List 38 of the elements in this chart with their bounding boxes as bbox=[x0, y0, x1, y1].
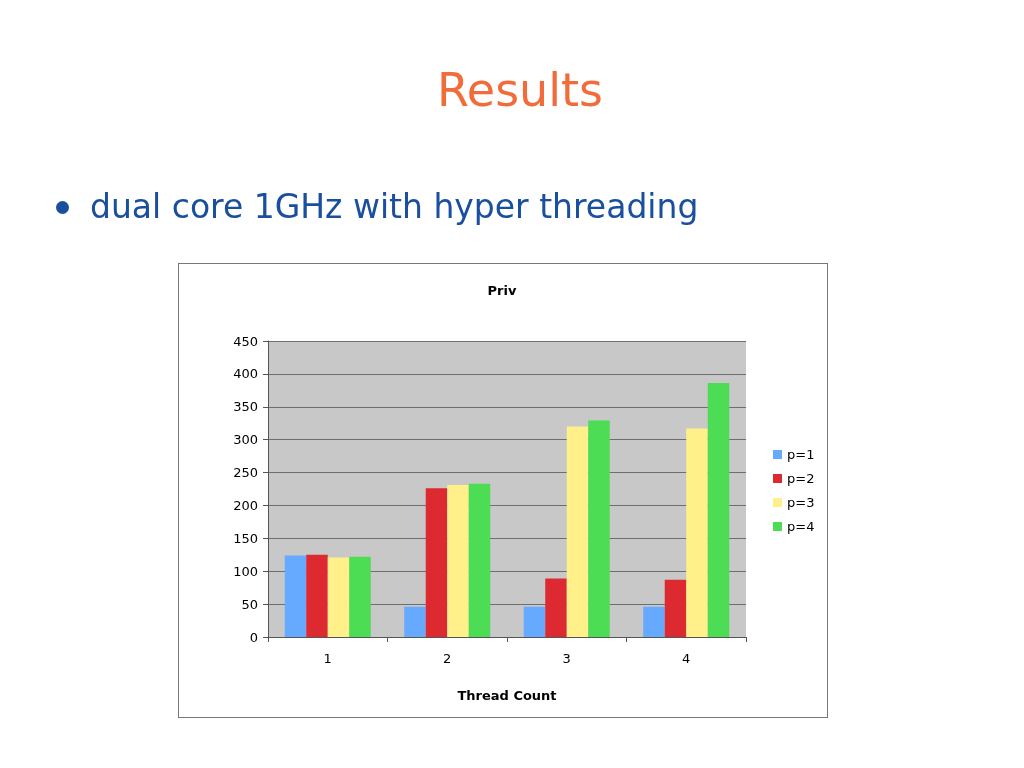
legend-label: p=4 bbox=[787, 519, 815, 534]
bar bbox=[643, 606, 665, 637]
y-tick-label: 200 bbox=[233, 497, 258, 513]
y-tick-label: 350 bbox=[233, 399, 258, 415]
y-tick-label: 450 bbox=[233, 333, 258, 349]
bar bbox=[664, 579, 687, 637]
bar bbox=[707, 383, 730, 637]
bar bbox=[545, 578, 567, 637]
bar bbox=[686, 428, 708, 637]
bar bbox=[588, 420, 610, 637]
x-tick-label: 1 bbox=[323, 651, 332, 666]
x-tick-label: 2 bbox=[443, 651, 452, 666]
y-tick-label: 300 bbox=[233, 432, 258, 448]
legend-label: p=2 bbox=[787, 471, 815, 486]
y-tick-label: 100 bbox=[233, 563, 258, 579]
bar bbox=[566, 426, 589, 637]
y-tick-label: 50 bbox=[241, 596, 258, 612]
x-tick-label: 3 bbox=[562, 651, 571, 666]
bar bbox=[523, 606, 546, 637]
bar bbox=[468, 483, 491, 637]
y-tick-label: 0 bbox=[249, 629, 258, 645]
text: dual core 1GHz with hyper threading bbox=[90, 186, 699, 228]
legend-label: p=3 bbox=[787, 495, 815, 510]
x-axis-title: Thread Count bbox=[457, 688, 557, 703]
legend-label: p=1 bbox=[787, 447, 815, 462]
text: Results bbox=[435, 62, 605, 118]
bar bbox=[306, 554, 328, 637]
y-tick-label: 150 bbox=[233, 530, 258, 546]
bar bbox=[425, 488, 448, 637]
bar bbox=[349, 556, 371, 637]
bar bbox=[284, 555, 307, 637]
bar bbox=[327, 557, 350, 637]
y-tick-label: 400 bbox=[233, 366, 258, 382]
y-tick-label: 250 bbox=[233, 465, 258, 481]
x-tick-label: 4 bbox=[682, 651, 691, 666]
bar bbox=[404, 606, 426, 637]
chart-title: Priv bbox=[487, 283, 517, 298]
bar bbox=[447, 485, 469, 637]
